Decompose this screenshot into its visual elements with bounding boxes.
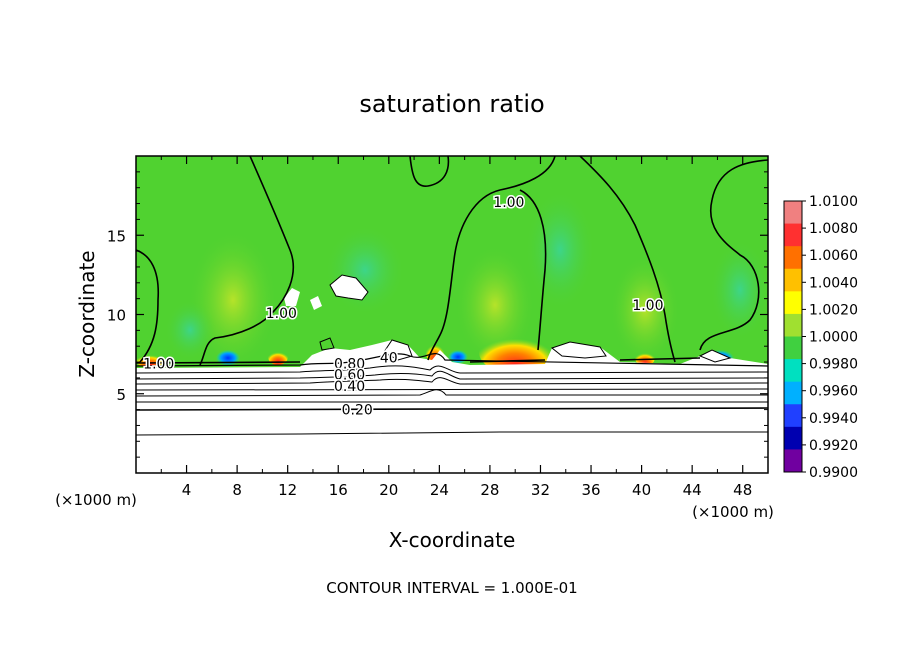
colorbar-label: 0.9940 — [809, 411, 858, 427]
colorbar: 1.0100 1.0080 1.0060 1.0040 1.0020 1.0000 0.99… — [783, 194, 858, 481]
colorbar-swatch — [784, 426, 802, 450]
colorbar-label: 0.9920 — [809, 438, 858, 454]
colorbar-swatch — [784, 201, 802, 225]
x-tick-label: 32 — [531, 481, 550, 499]
contour-1.00 — [136, 156, 768, 366]
x-unit-left: (×1000 m) — [55, 491, 137, 509]
contour-label: 1.00 — [632, 298, 663, 314]
field-feature — [325, 225, 405, 315]
cloud-edge-contours — [319, 274, 732, 363]
x-tick-label: 48 — [733, 481, 752, 499]
field-feature — [525, 190, 595, 310]
contour-labels: 1.00 1.00 1.00 1.00 0.800.600.40 0.20 40 — [142, 193, 665, 420]
x-tick-label: 36 — [581, 481, 600, 499]
contour-label: 0.40 — [334, 379, 365, 395]
x-axis-ticks: 4 8 12 16 20 24 28 32 36 40 44 48 — [160, 156, 752, 499]
contour-label: 1.00 — [493, 195, 524, 211]
colorbar-label: 1.0000 — [809, 330, 858, 346]
x-tick-label: 12 — [278, 481, 297, 499]
colorbar-label: 1.0020 — [809, 302, 858, 318]
field-feature — [635, 350, 655, 366]
contour-label: 0.80 — [334, 357, 365, 373]
y-tick-label: 10 — [107, 307, 126, 325]
colorbar-label: 0.9900 — [809, 465, 858, 481]
contour-label: 0.60 — [334, 368, 365, 384]
colorbar-label: 1.0060 — [809, 248, 858, 264]
field-feature — [479, 330, 551, 374]
colorbar-label: 1.0040 — [809, 275, 858, 291]
x-tick-label: 4 — [182, 481, 192, 499]
x-tick-label: 24 — [430, 481, 449, 499]
x-axis-label: X-coordinate — [389, 528, 516, 552]
contour-label: 40 — [380, 350, 398, 366]
colorbar-swatch — [784, 313, 802, 337]
x-tick-label: 16 — [329, 481, 348, 499]
colorbar-swatch — [784, 291, 802, 315]
colorbar-swatch — [784, 246, 802, 270]
contour-label: 1.00 — [143, 357, 174, 373]
x-tick-label: 8 — [232, 481, 242, 499]
colorbar-swatch — [784, 404, 802, 428]
colorbar-swatch — [784, 381, 802, 405]
y-axis-ticks: 5 10 15 — [107, 171, 768, 458]
x-tick-label: 20 — [379, 481, 398, 499]
contour-label: 1.00 — [266, 306, 297, 322]
field-feature — [610, 255, 680, 365]
y-tick-label: 15 — [107, 227, 126, 245]
field-feature — [216, 350, 240, 366]
x-tick-label: 40 — [632, 481, 651, 499]
contour-interval-note: CONTOUR INTERVAL = 1.000E-01 — [326, 579, 577, 597]
y-tick-label: 5 — [116, 386, 126, 404]
colorbar-label: 0.9980 — [809, 357, 858, 373]
field-feature — [165, 300, 215, 360]
subsaturated-contours — [136, 353, 768, 436]
colorbar-swatch — [784, 223, 802, 247]
x-unit-right: (×1000 m) — [692, 503, 774, 521]
field-feature — [136, 352, 164, 368]
colorbar-label: 0.9960 — [809, 384, 858, 400]
colorbar-swatch — [784, 359, 802, 383]
y-axis-label: Z-coordinate — [75, 250, 99, 377]
chart-title: saturation ratio — [359, 90, 544, 118]
x-tick-label: 28 — [480, 481, 499, 499]
colorbar-swatch — [784, 449, 802, 473]
colorbar-swatch — [784, 336, 802, 360]
plot-area — [136, 156, 768, 473]
colorbar-swatch — [784, 268, 802, 292]
colorbar-label: 1.0080 — [809, 221, 858, 237]
field-feature — [268, 349, 288, 365]
x-tick-label: 44 — [683, 481, 702, 499]
subsaturated-pocket — [310, 296, 322, 310]
subsaturated-layer — [136, 340, 768, 473]
subsaturated-pocket — [284, 288, 300, 306]
colorbar-label: 1.0100 — [809, 194, 858, 210]
contour-label: 0.20 — [342, 403, 373, 419]
